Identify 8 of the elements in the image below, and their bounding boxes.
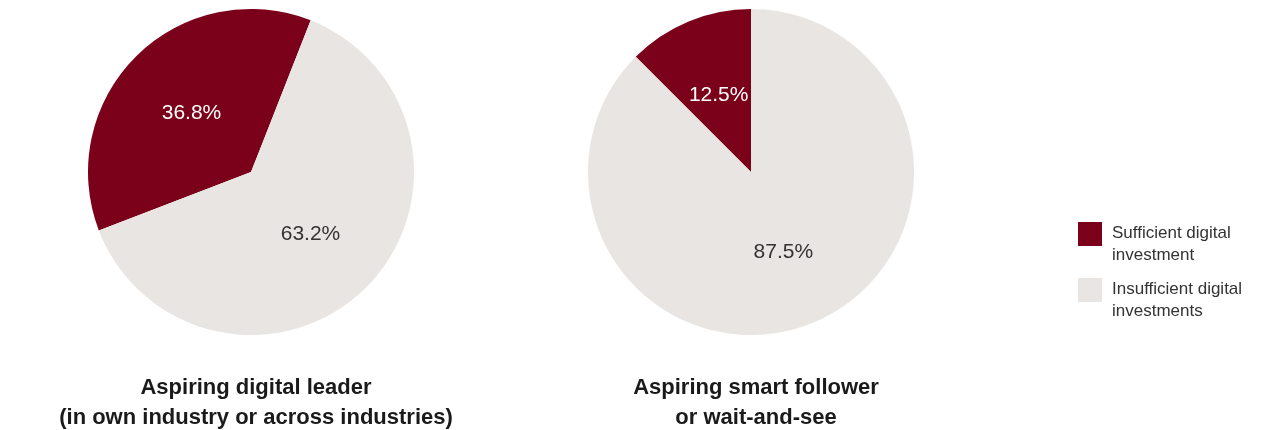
- text: Aspiring smart follower or wait-and-see: [633, 373, 880, 429]
- legend-label: Sufficient digital investment: [1112, 222, 1232, 266]
- legend-label: Insufficient digital investments: [1112, 278, 1244, 322]
- data-label: 87.5%: [753, 238, 814, 262]
- data-label: 36.8%: [161, 100, 222, 124]
- data-label: 12.5%: [688, 82, 749, 106]
- data-label: 63.2%: [280, 220, 341, 244]
- text: Aspiring digital leader (in own industry or across industries): [59, 373, 453, 429]
